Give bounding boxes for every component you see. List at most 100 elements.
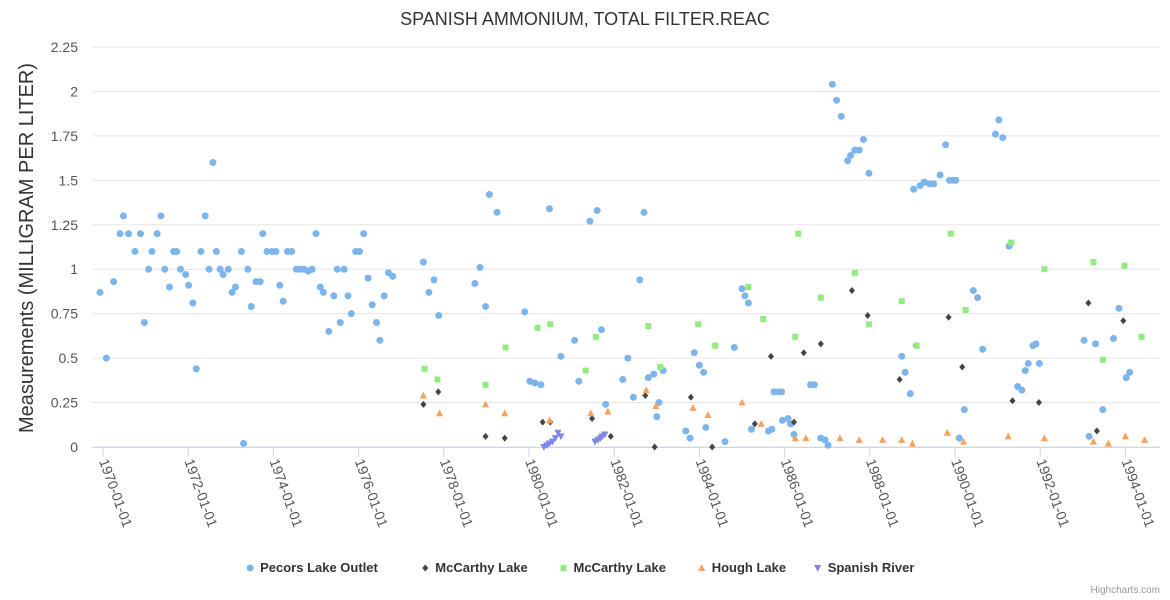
data-point[interactable] xyxy=(521,308,529,316)
data-point[interactable] xyxy=(744,299,752,307)
data-point[interactable] xyxy=(189,299,197,307)
legend-label[interactable]: McCarthy Lake xyxy=(574,560,666,575)
data-point[interactable] xyxy=(947,230,954,237)
data-point[interactable] xyxy=(1121,432,1129,440)
data-point[interactable] xyxy=(228,288,236,296)
data-point[interactable] xyxy=(1080,336,1088,344)
data-point[interactable] xyxy=(747,425,755,433)
data-point[interactable] xyxy=(828,80,836,88)
data-point[interactable] xyxy=(768,425,776,433)
data-point[interactable] xyxy=(1041,266,1048,273)
data-point[interactable] xyxy=(1040,434,1049,442)
data-point[interactable] xyxy=(644,374,652,382)
data-point[interactable] xyxy=(847,151,855,159)
data-point[interactable] xyxy=(962,307,969,314)
data-point[interactable] xyxy=(592,333,599,340)
data-point[interactable] xyxy=(969,287,977,295)
data-point[interactable] xyxy=(425,288,433,296)
data-point[interactable] xyxy=(837,112,845,120)
data-point[interactable] xyxy=(259,230,267,238)
data-point[interactable] xyxy=(959,363,966,371)
data-point[interactable] xyxy=(485,191,493,199)
legend-item[interactable]: Pecors Lake Outlet xyxy=(246,560,379,575)
data-point[interactable] xyxy=(240,439,248,447)
data-point[interactable] xyxy=(607,432,614,440)
data-point[interactable] xyxy=(347,310,355,318)
data-point[interactable] xyxy=(930,180,938,188)
data-point[interactable] xyxy=(913,342,920,349)
data-point[interactable] xyxy=(316,283,324,291)
data-point[interactable] xyxy=(855,146,863,154)
data-point[interactable] xyxy=(991,130,999,138)
data-point[interactable] xyxy=(476,263,484,271)
data-point[interactable] xyxy=(1115,304,1123,312)
data-point[interactable] xyxy=(760,316,767,322)
data-point[interactable] xyxy=(1018,386,1026,394)
data-point[interactable] xyxy=(1004,432,1012,440)
data-point[interactable] xyxy=(682,427,690,435)
data-point[interactable] xyxy=(712,342,719,349)
data-point[interactable] xyxy=(942,141,950,149)
data-point[interactable] xyxy=(482,432,489,440)
data-point[interactable] xyxy=(721,438,729,446)
data-point[interactable] xyxy=(1104,439,1112,447)
legend-symbol[interactable] xyxy=(560,565,567,571)
data-point[interactable] xyxy=(247,303,255,311)
data-point[interactable] xyxy=(145,265,153,273)
data-point[interactable] xyxy=(686,434,694,442)
data-point[interactable] xyxy=(910,185,918,193)
data-point[interactable] xyxy=(690,349,698,357)
data-point[interactable] xyxy=(1008,239,1015,246)
legend-label[interactable]: Pecors Lake Outlet xyxy=(260,560,378,575)
data-point[interactable] xyxy=(173,247,181,255)
data-point[interactable] xyxy=(1085,299,1092,307)
data-point[interactable] xyxy=(792,333,799,340)
data-point[interactable] xyxy=(1032,340,1040,348)
data-point[interactable] xyxy=(1121,262,1128,269)
data-point[interactable] xyxy=(554,429,562,437)
data-point[interactable] xyxy=(802,434,810,442)
data-point[interactable] xyxy=(833,96,841,104)
data-point[interactable] xyxy=(995,116,1003,124)
legend-symbol[interactable] xyxy=(814,565,822,572)
data-point[interactable] xyxy=(745,284,752,290)
data-point[interactable] xyxy=(655,399,663,407)
data-point[interactable] xyxy=(642,386,650,394)
data-point[interactable] xyxy=(201,212,209,220)
data-point[interactable] xyxy=(821,436,829,444)
data-point[interactable] xyxy=(312,230,320,238)
data-point[interactable] xyxy=(161,265,169,273)
data-point[interactable] xyxy=(865,321,872,328)
data-point[interactable] xyxy=(640,208,648,216)
data-point[interactable] xyxy=(604,407,612,415)
data-point[interactable] xyxy=(1099,356,1106,363)
data-point[interactable] xyxy=(1089,437,1098,445)
data-point[interactable] xyxy=(587,409,595,417)
data-point[interactable] xyxy=(216,265,224,273)
data-point[interactable] xyxy=(1126,368,1134,376)
data-point[interactable] xyxy=(1120,317,1127,325)
data-point[interactable] xyxy=(908,439,916,447)
data-point[interactable] xyxy=(702,423,710,431)
data-point[interactable] xyxy=(531,379,539,387)
data-point[interactable] xyxy=(557,433,565,441)
data-point[interactable] xyxy=(824,441,832,449)
data-point[interactable] xyxy=(501,409,509,417)
data-point[interactable] xyxy=(689,404,697,411)
data-point[interactable] xyxy=(642,391,649,399)
data-point[interactable] xyxy=(650,370,658,378)
data-point[interactable] xyxy=(231,283,239,291)
data-point[interactable] xyxy=(333,265,341,273)
data-point[interactable] xyxy=(148,247,156,255)
legend-symbol[interactable] xyxy=(422,564,429,572)
data-point[interactable] xyxy=(364,274,372,282)
data-point[interactable] xyxy=(325,327,333,335)
data-point[interactable] xyxy=(836,434,844,442)
data-point[interactable] xyxy=(800,349,807,357)
data-point[interactable] xyxy=(263,247,271,255)
data-point[interactable] xyxy=(419,391,427,399)
data-point[interactable] xyxy=(389,272,397,280)
data-point[interactable] xyxy=(502,344,509,351)
data-point[interactable] xyxy=(865,169,873,177)
data-point[interactable] xyxy=(859,135,867,143)
